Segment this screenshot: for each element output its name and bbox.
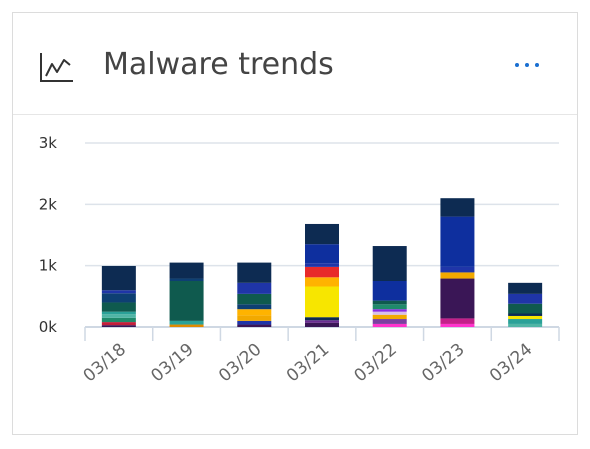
bar-segment [440,216,475,267]
card-title: Malware trends [103,47,334,82]
bar-segment [440,198,475,217]
bar-segment [169,281,204,321]
bar-segment [101,317,136,323]
bar-segment [372,281,407,301]
bar-segment [508,293,543,304]
bar-segment [305,320,339,323]
bar-segment [101,325,136,327]
bar-segment [305,266,339,278]
more-options-button[interactable] [505,51,549,79]
x-tick-label: 03/21 [283,340,333,387]
bar-segment [305,223,339,245]
bar-segment [305,317,339,321]
bar-segment [169,278,204,281]
x-tick-label: 03/18 [80,340,130,387]
more-horizontal-icon [515,63,519,67]
y-tick-label: 0k [39,318,58,336]
bar-segment [169,320,204,325]
bar-segment [508,303,543,314]
bar-segment [508,323,543,327]
chart-area: 3k 2k 1k 0k 03/18 03/19 03/20 03/21 03/22 03/23 03… [13,115,577,435]
x-tick-label: 03/22 [351,340,401,387]
bar-segment [237,293,272,305]
bar-segment [372,300,407,305]
bar-segment [101,322,136,326]
bar-segment [101,311,136,315]
bar-segment [372,323,407,327]
bar-segment [440,318,475,324]
bar-segment [440,266,475,273]
bar-segment [237,282,272,294]
bar-segment [237,315,272,321]
bar-segment [169,262,204,279]
bar-segment [372,309,407,312]
bar-segment [508,313,543,316]
y-tick-label: 3k [39,134,58,152]
bar-segment [169,324,204,327]
bar-segment [372,319,407,324]
card-header: Malware trends [13,13,577,115]
bar-segment [237,320,272,325]
bar-segment [372,246,407,281]
bar-segment [372,311,407,315]
bar-segment [508,319,543,324]
bar-segment [101,293,136,303]
bar-segment [305,286,339,318]
line-chart-icon [40,53,73,82]
malware-trends-card: Malware trends 3k 2k 1k 0k 03/18 03/19 03/20 03… [12,12,578,435]
bar-segment [372,304,407,310]
bar-segment [508,282,543,294]
bar-segment [305,277,339,287]
bar-segment [305,263,339,267]
bar-segment [508,315,543,320]
bar-segment [372,314,407,320]
malware-trends-chart: 3k 2k 1k 0k 03/18 03/19 03/20 03/21 03/22 03/23 03… [39,134,560,387]
bar-segment [101,265,136,291]
bar-segment [440,323,475,327]
bar-segment [305,322,339,327]
x-tick-label: 03/19 [147,340,197,387]
bar-segment [101,302,136,312]
bar-segment [237,262,272,283]
x-tick-label: 03/23 [418,340,468,387]
bar-segment [237,304,272,310]
bar-segment [305,244,339,264]
bar-segment [101,290,136,294]
bar-segment [440,272,475,279]
bar-segment [237,324,272,327]
x-tick-label: 03/24 [486,340,536,387]
x-tick-label: 03/20 [215,340,265,387]
y-tick-label: 1k [39,257,58,275]
bar-segment [101,314,136,318]
bar-segment [440,278,475,319]
y-tick-label: 2k [39,195,58,213]
bar-segment [237,309,272,316]
